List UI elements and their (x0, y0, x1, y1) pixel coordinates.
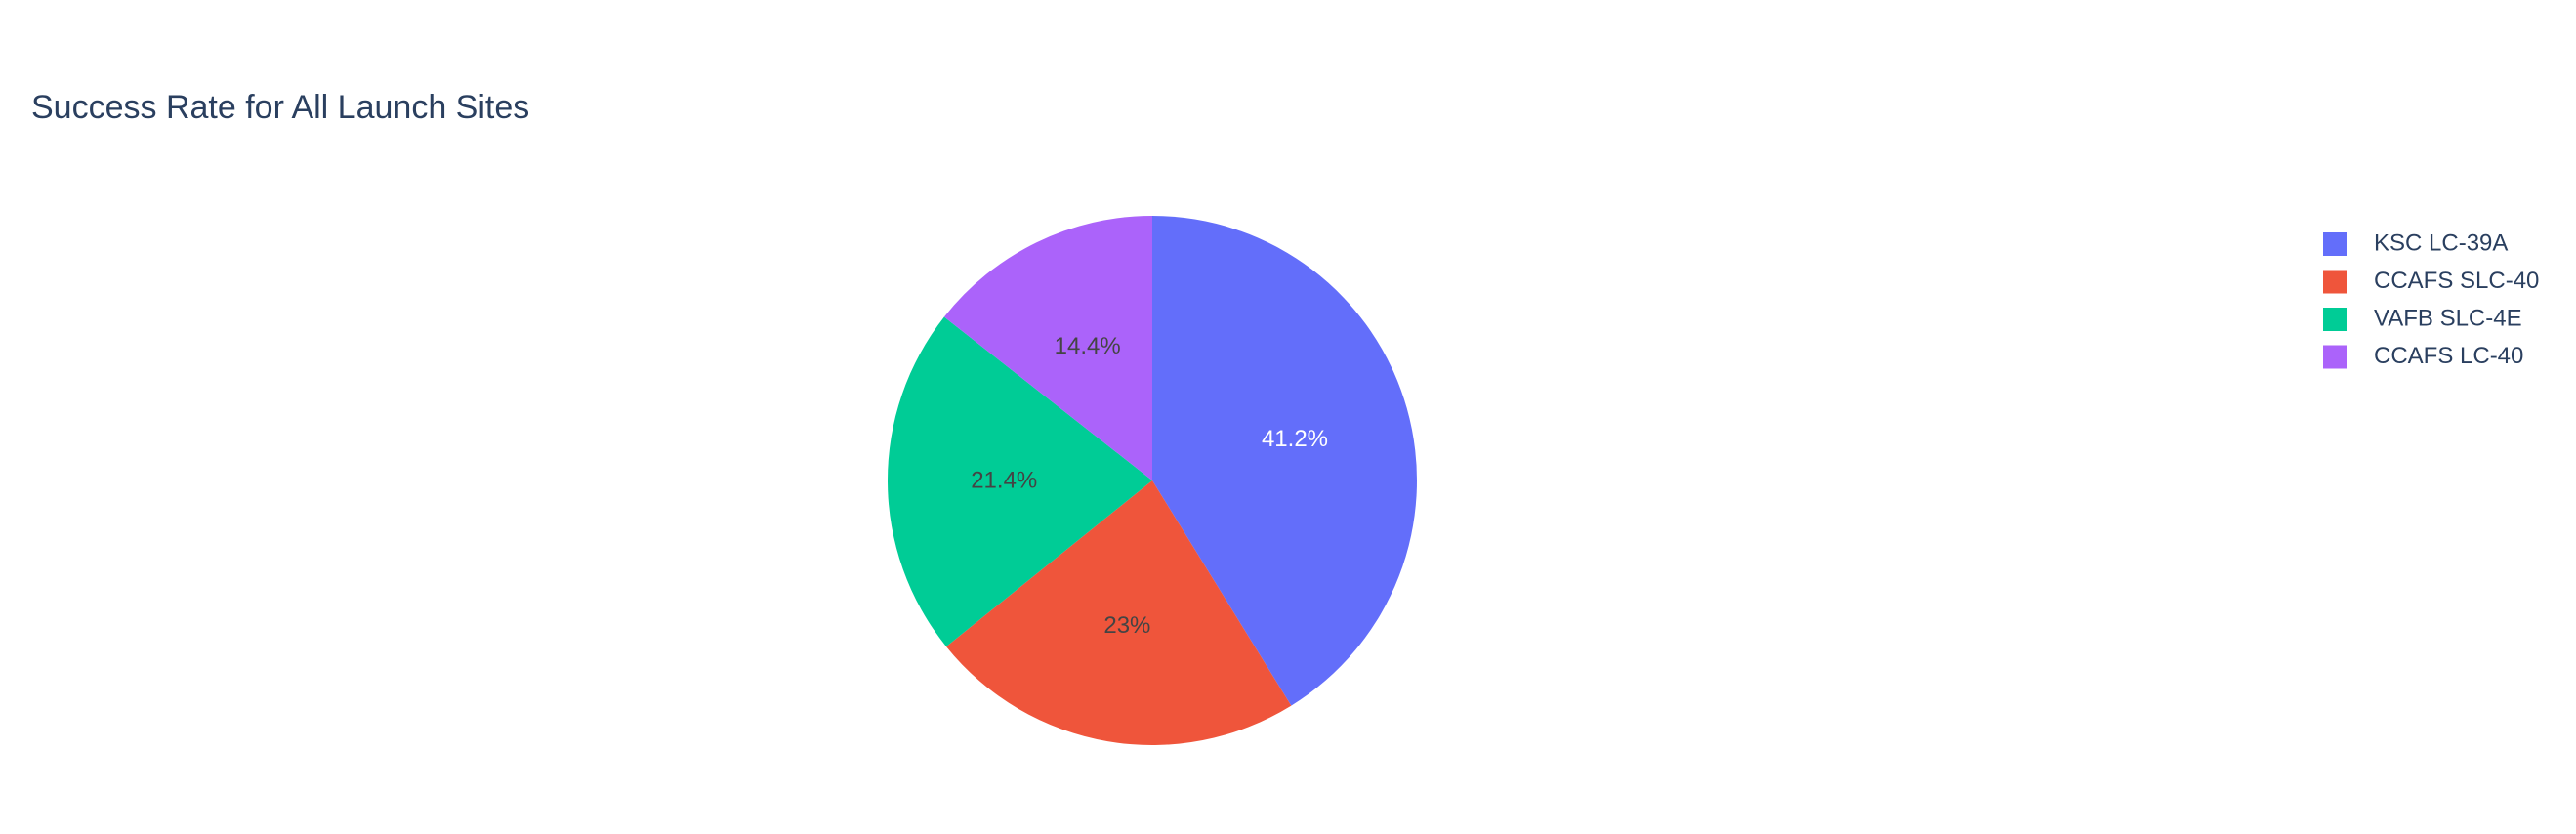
legend-label: VAFB SLC-4E (2374, 305, 2522, 331)
pie-slice-ccafs-lc-40[interactable] (943, 216, 1152, 480)
pie-slice-labels: 41.2% 23% 21.4% 14.4% (971, 333, 1328, 639)
legend-item[interactable]: KSC LC-39A (2323, 229, 2508, 256)
pie-slice-label: 21.4% (971, 467, 1037, 493)
legend-swatch (2323, 345, 2347, 369)
legend-label: CCAFS LC-40 (2374, 343, 2523, 369)
pie-slice-label: 14.4% (1055, 333, 1121, 359)
legend-label: CCAFS SLC-40 (2374, 268, 2539, 294)
legend-item[interactable]: VAFB SLC-4E (2323, 305, 2522, 331)
pie-slice-ksc-lc-39a[interactable] (1152, 216, 1417, 706)
legend: KSC LC-39A CCAFS SLC-40 VAFB SLC-4E CCAFS L… (2323, 229, 2539, 369)
chart-title: Success Rate for All Launch Sites (31, 89, 529, 126)
pie-slice-label: 23% (1103, 612, 1150, 639)
legend-item[interactable]: CCAFS SLC-40 (2323, 268, 2539, 294)
legend-swatch (2323, 270, 2347, 294)
pie-slices (888, 216, 1417, 745)
legend-label: KSC LC-39A (2374, 229, 2508, 256)
pie-slice-vafb-slc-4e[interactable] (888, 316, 1152, 647)
pie-slice-ccafs-slc-40[interactable] (946, 480, 1292, 745)
legend-swatch (2323, 232, 2347, 256)
legend-swatch (2323, 308, 2347, 331)
pie-slice-label: 41.2% (1262, 426, 1328, 452)
legend-item[interactable]: CCAFS LC-40 (2323, 343, 2523, 369)
